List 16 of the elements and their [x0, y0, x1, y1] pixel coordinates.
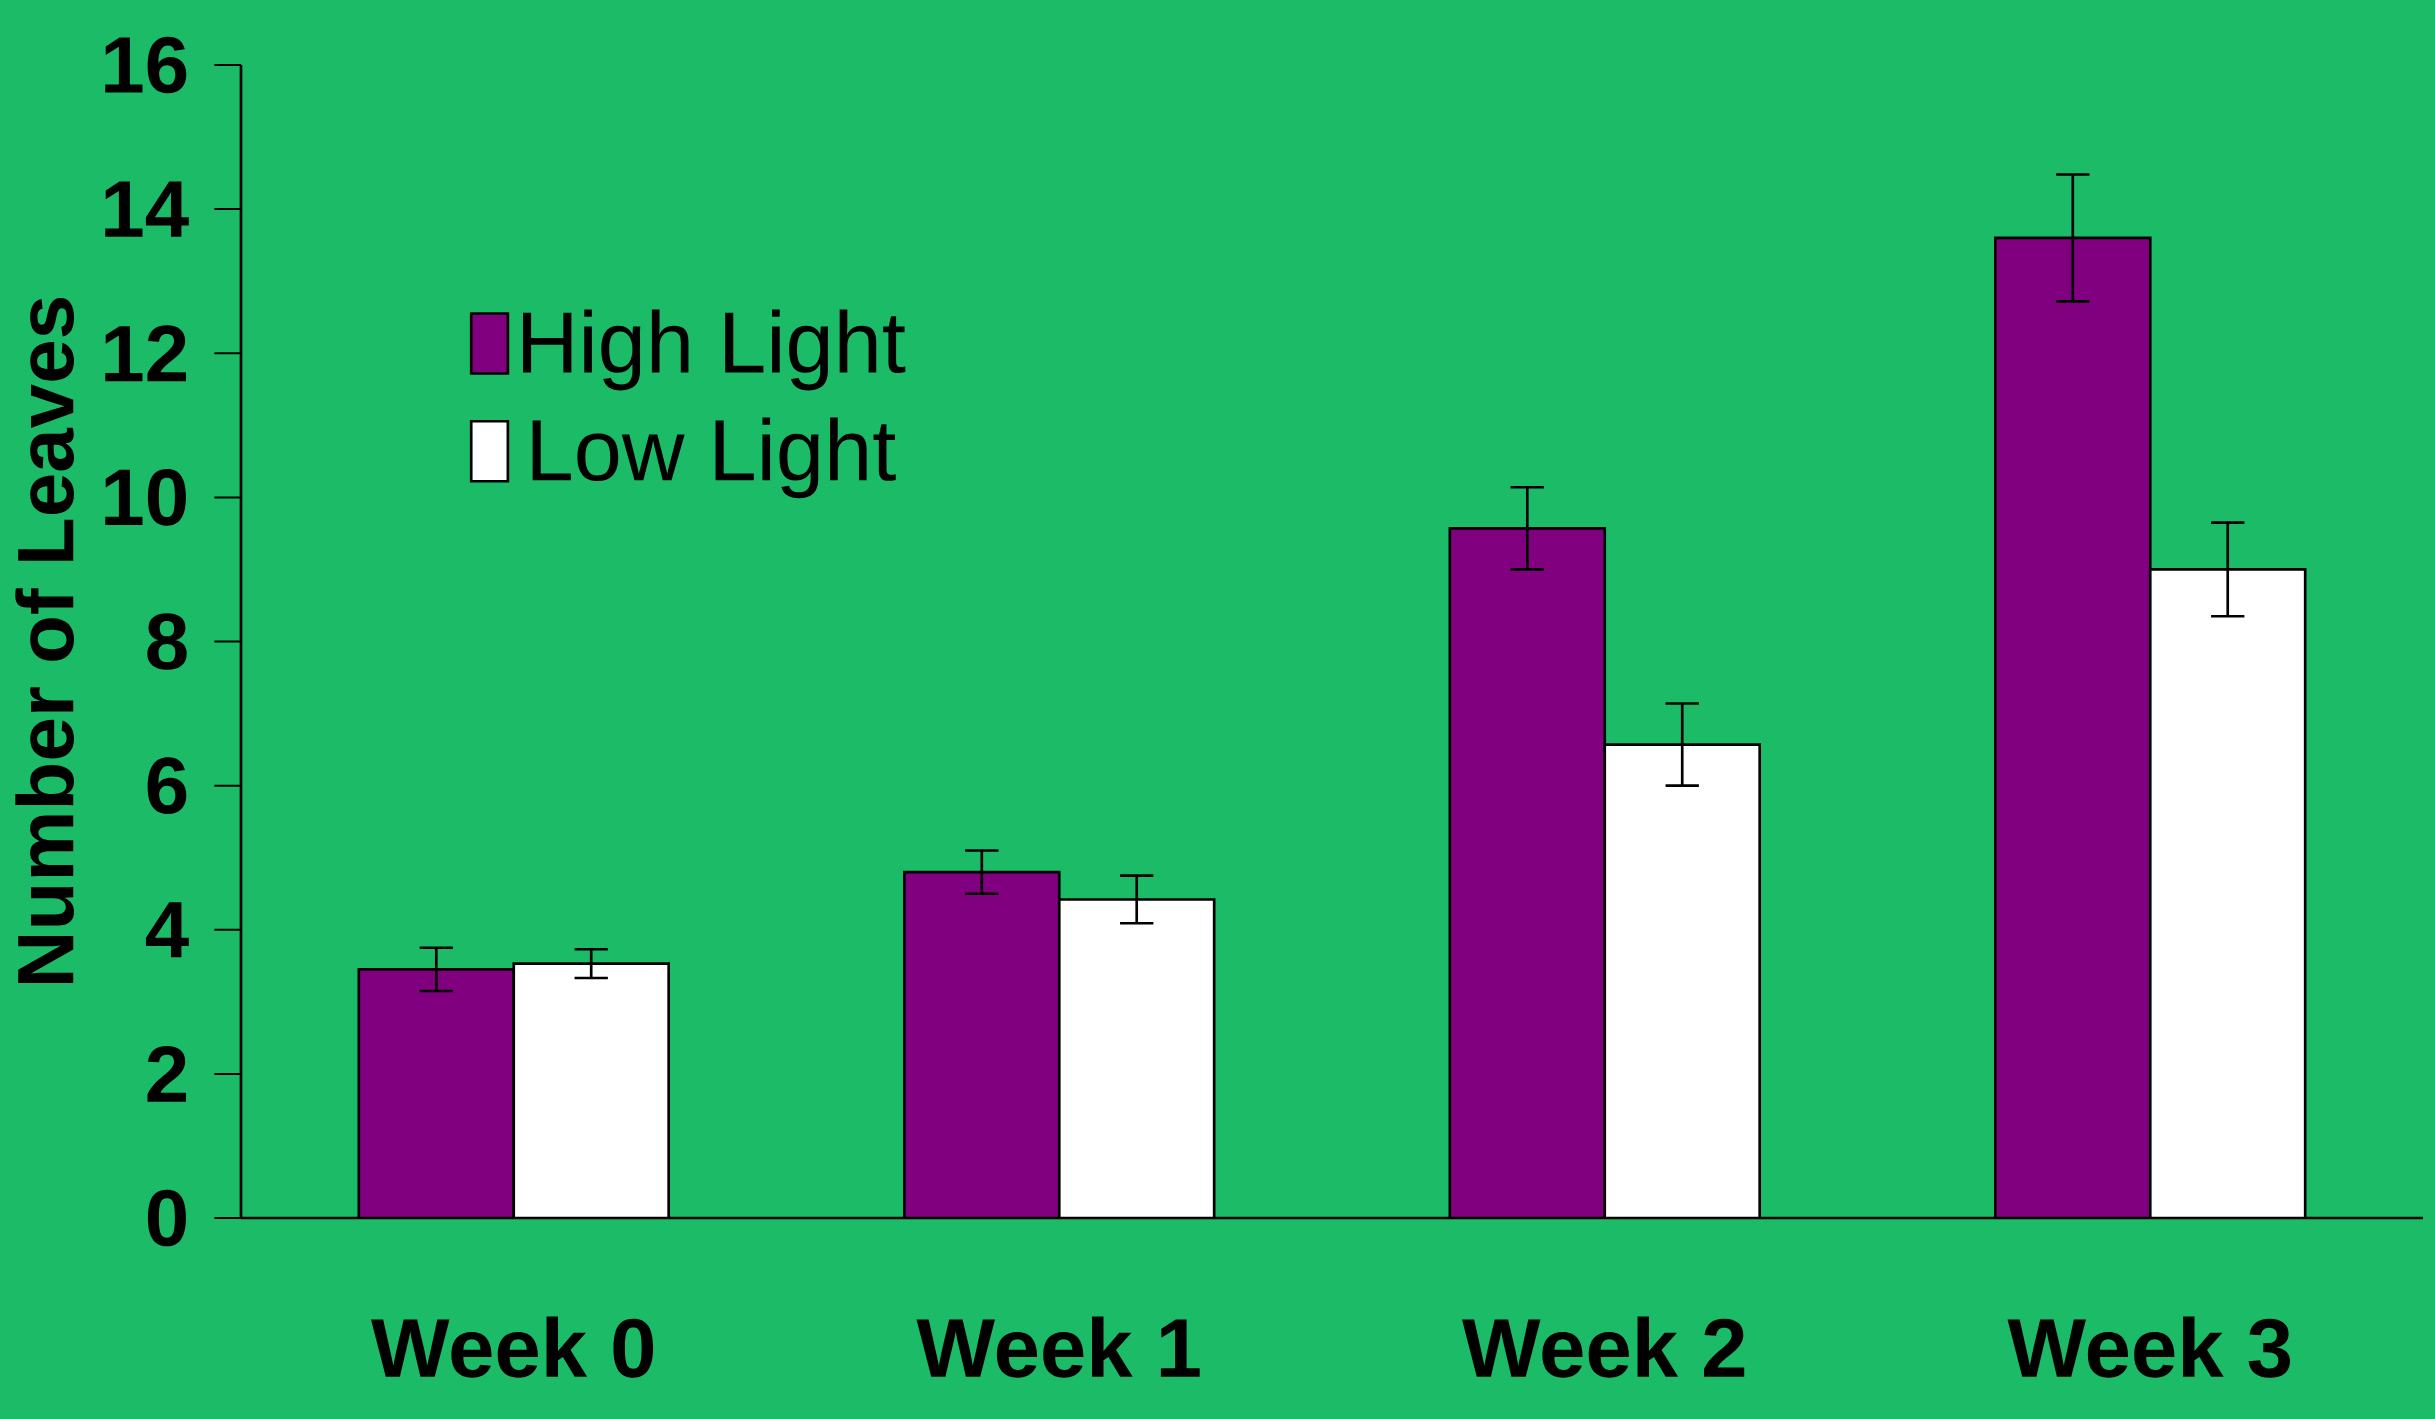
legend-label: High Light [522, 309, 906, 391]
y-tick-label: 16 [105, 36, 187, 94]
legend-label: Low Light [532, 417, 896, 499]
x-tick-label: Week 0 [371, 1316, 654, 1378]
y-tick-label: 12 [105, 325, 187, 382]
x-tick-label: Week 1 [916, 1316, 1200, 1378]
y-tick-label: 6 [147, 757, 187, 814]
y-tick-label: 10 [105, 469, 186, 526]
y-tick-label: 14 [105, 181, 189, 237]
y-tick-label: 0 [147, 1189, 186, 1247]
x-tick-label: Week 3 [2007, 1316, 2291, 1378]
x-tick-label: Week 2 [1462, 1316, 1745, 1378]
y-tick-label: 4 [145, 902, 189, 958]
y-tick-label: 2 [147, 1045, 187, 1102]
y-tick-label: 8 [147, 613, 187, 670]
y-axis-title: Number of Leaves [15, 298, 75, 983]
